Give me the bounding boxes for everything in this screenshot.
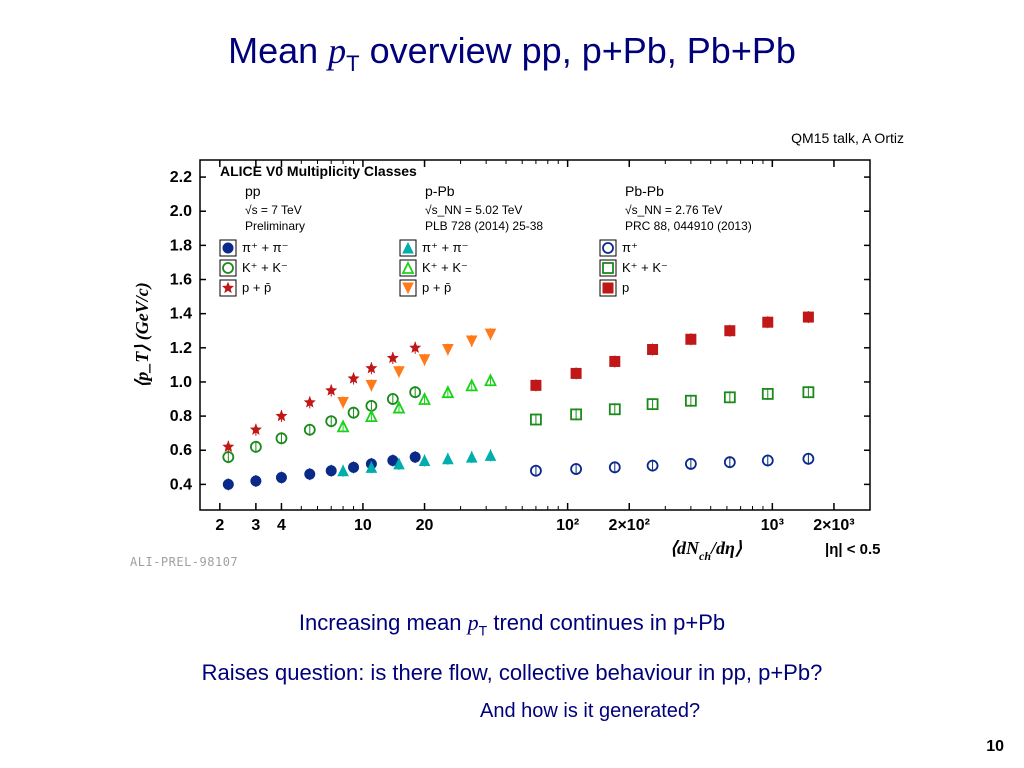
svg-text:1.4: 1.4 [170, 306, 192, 323]
svg-text:ALICE V0 Multiplicity Classes: ALICE V0 Multiplicity Classes [220, 163, 417, 179]
svg-text:2×10²: 2×10² [609, 517, 650, 534]
svg-text:1.0: 1.0 [170, 374, 192, 391]
caption-line-3: And how is it generated? [480, 700, 700, 723]
svg-text:pp: pp [245, 183, 261, 199]
svg-text:2: 2 [215, 517, 224, 534]
svg-text:π⁺ + π⁻: π⁺ + π⁻ [242, 240, 288, 255]
svg-text:p: p [622, 280, 629, 295]
svg-text:1.6: 1.6 [170, 272, 192, 289]
svg-text:⟨dNch/dη⟩: ⟨dNch/dη⟩ [670, 538, 743, 563]
mean-pt-chart: 0.4 0.6 0.8 1.0 1.2 1.4 1.6 1.8 2.0 2.2 2 34 10 20 10²… [130, 150, 890, 570]
svg-text:1.8: 1.8 [170, 237, 192, 254]
svg-text:2×10³: 2×10³ [813, 517, 854, 534]
svg-text:4: 4 [277, 517, 286, 534]
svg-text:K⁺ + K⁻: K⁺ + K⁻ [242, 260, 288, 275]
citation: QM15 talk, A Ortiz [791, 130, 904, 146]
svg-text:p-Pb: p-Pb [425, 183, 455, 199]
svg-text:0.4: 0.4 [170, 476, 192, 493]
svg-text:2.2: 2.2 [170, 169, 192, 186]
svg-text:2.0: 2.0 [170, 203, 192, 220]
svg-text:⟨p_T⟩ (GeV/c): ⟨p_T⟩ (GeV/c) [132, 282, 153, 388]
svg-text:0.6: 0.6 [170, 442, 192, 459]
svg-text:π⁺: π⁺ [622, 240, 638, 255]
svg-text:Pb-Pb: Pb-Pb [625, 183, 664, 199]
slide-title: Mean pT overview pp, p+Pb, Pb+Pb [0, 30, 1024, 77]
svg-text:K⁺ + K⁻: K⁺ + K⁻ [422, 260, 468, 275]
svg-text:p + p̄: p + p̄ [242, 280, 271, 295]
svg-text:Preliminary: Preliminary [245, 219, 305, 233]
caption-line-2: Raises question: is there flow, collecti… [0, 660, 1024, 686]
plot-id: ALI-PREL-98107 [130, 555, 238, 569]
svg-text:p + p̄: p + p̄ [422, 280, 451, 295]
svg-text:√s_NN = 5.02 TeV: √s_NN = 5.02 TeV [425, 203, 522, 217]
caption-line-1: Increasing mean pT trend continues in p+… [0, 610, 1024, 638]
svg-text:K⁺ + K⁻: K⁺ + K⁻ [622, 260, 668, 275]
svg-text:0.8: 0.8 [170, 408, 192, 425]
svg-text:10²: 10² [556, 517, 579, 534]
svg-text:1.2: 1.2 [170, 340, 192, 357]
svg-text:π⁺ + π⁻: π⁺ + π⁻ [422, 240, 468, 255]
page-number: 10 [986, 738, 1004, 756]
svg-text:|η| < 0.5: |η| < 0.5 [825, 541, 881, 558]
svg-text:10: 10 [354, 517, 372, 534]
svg-text:3: 3 [251, 517, 260, 534]
svg-text:20: 20 [416, 517, 434, 534]
svg-text:10³: 10³ [761, 517, 784, 534]
svg-text:PRC 88, 044910 (2013): PRC 88, 044910 (2013) [625, 219, 752, 233]
svg-text:PLB 728 (2014) 25-38: PLB 728 (2014) 25-38 [425, 219, 543, 233]
svg-text:√s = 7 TeV: √s = 7 TeV [245, 203, 302, 217]
svg-text:√s_NN = 2.76 TeV: √s_NN = 2.76 TeV [625, 203, 722, 217]
